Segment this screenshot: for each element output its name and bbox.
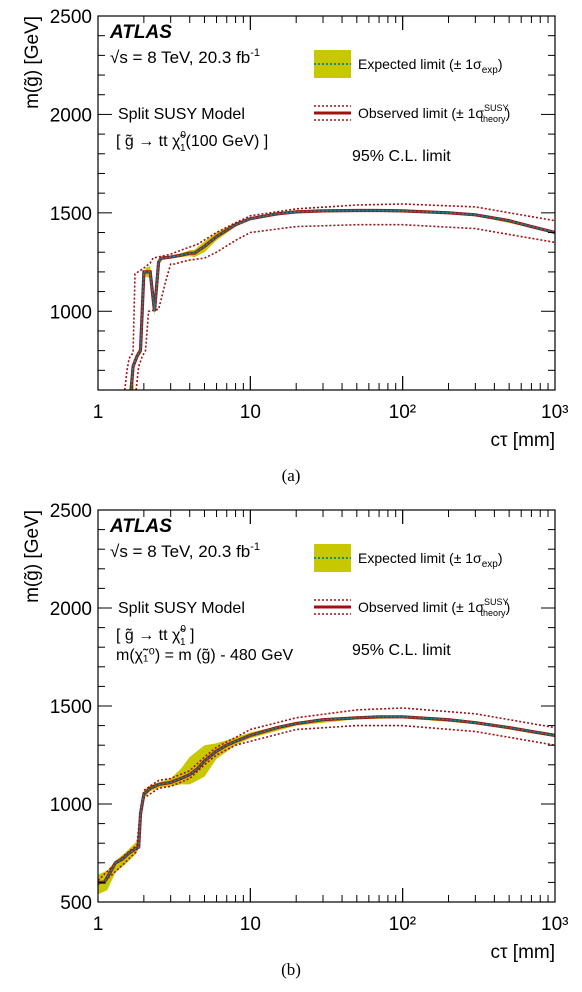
- decay-text: [ g̃ → tt χ̃: [116, 627, 186, 644]
- legend-expected-sub: exp: [482, 559, 499, 570]
- energy-text: √s = 8 TeV, 20.3 fb: [110, 48, 250, 67]
- plot-frame: [97, 15, 556, 391]
- legend-expected-text: Expected limit (± 1σ: [358, 56, 482, 72]
- legend: Expected limit (± 1σexp)Observed limit (…: [314, 50, 510, 124]
- observed-lower-line: [135, 223, 555, 390]
- x-tick-label: 1: [93, 914, 104, 935]
- decay-sub: 1: [180, 637, 186, 648]
- x-tick-label: 10³: [541, 402, 568, 423]
- legend-observed-label: Observed limit (± 1σSUSY theory): [358, 597, 510, 618]
- legend-observed-text: Observed limit (± 1σ: [358, 105, 484, 121]
- y-tick-label: 2000: [50, 599, 92, 620]
- decay-sup: 0: [180, 130, 186, 141]
- y-axis-label: m(g̃) [GeV]: [22, 16, 43, 109]
- legend-observed-sub: theory: [481, 114, 507, 124]
- plot-area: [124, 203, 555, 390]
- observed-lower-line: [98, 724, 555, 886]
- y-tick-label: 1500: [50, 697, 92, 718]
- legend-expected-sub: exp: [482, 65, 499, 76]
- legend-close-paren: ): [498, 550, 503, 566]
- cl-label: 95% C.L. limit: [352, 642, 451, 659]
- decay-tail: ]: [186, 627, 195, 644]
- legend-observed-sup: SUSY: [484, 597, 509, 607]
- decay-tail: (100 GeV) ]: [186, 133, 269, 150]
- model-label: Split SUSY Model: [118, 106, 245, 123]
- mass-relation-label: m(χ̃₁⁰) = m (g̃) - 480 GeV: [116, 647, 293, 664]
- observed-line-core: [98, 716, 555, 884]
- legend-close-paren: ): [506, 105, 511, 121]
- expected-line: [130, 209, 555, 390]
- decay-label: [ g̃ → tt χ̃0 1(100 GeV) ]: [116, 130, 268, 154]
- experiment-label: ATLAS: [109, 22, 172, 43]
- x-tick-label: 10²: [389, 402, 416, 423]
- decay-sup: 0: [180, 624, 186, 635]
- energy-sup: -1: [250, 541, 260, 553]
- expected-band: [129, 209, 555, 390]
- model-label: Split SUSY Model: [118, 600, 245, 617]
- observed-line: [129, 208, 555, 390]
- decay-text: [ g̃ → tt χ̃: [116, 133, 186, 150]
- y-tick-label: 1500: [50, 204, 92, 225]
- energy-text: √s = 8 TeV, 20.3 fb: [110, 542, 250, 561]
- x-tick-label: 1: [93, 402, 104, 423]
- legend-expected-label: Expected limit (± 1σexp): [358, 56, 503, 76]
- y-axis-label: m(g̃) [GeV]: [22, 510, 43, 603]
- legend-expected-band-swatch: [314, 544, 351, 572]
- y-tick-label: 1000: [50, 302, 92, 323]
- caption-panel-b: (b): [281, 960, 301, 979]
- y-tick-label: 2500: [50, 501, 92, 522]
- legend-observed-label: Observed limit (± 1σSUSY theory): [358, 103, 510, 124]
- experiment-label: ATLAS: [109, 516, 172, 537]
- decay-sub: 1: [180, 143, 186, 154]
- x-tick-label: 10³: [541, 914, 568, 935]
- energy-label: √s = 8 TeV, 20.3 fb-1: [110, 541, 260, 561]
- legend-expected-text: Expected limit (± 1σ: [358, 550, 482, 566]
- observed-line-core: [130, 209, 555, 390]
- observed-line: [98, 715, 555, 885]
- x-axis-label: cτ [mm]: [491, 942, 556, 963]
- legend: Expected limit (± 1σexp)Observed limit (…: [314, 544, 510, 618]
- x-axis-label: cτ [mm]: [491, 430, 556, 451]
- y-tick-label: 2500: [50, 7, 92, 28]
- legend-close-paren: ): [506, 599, 511, 615]
- y-tick-label: 500: [60, 893, 92, 914]
- energy-sup: -1: [250, 47, 260, 59]
- observed-upper-line: [98, 707, 555, 881]
- legend-observed-text: Observed limit (± 1σ: [358, 599, 484, 615]
- energy-label: √s = 8 TeV, 20.3 fb-1: [110, 47, 260, 67]
- y-tick-label: 2000: [50, 105, 92, 126]
- x-tick-label: 10: [240, 914, 261, 935]
- expected-band: [98, 715, 555, 895]
- legend-observed-sub: theory: [481, 608, 507, 618]
- expected-line: [98, 715, 555, 884]
- legend-close-paren: ): [498, 56, 503, 72]
- decay-label: [ g̃ → tt χ̃0 1 ]: [116, 624, 194, 648]
- legend-expected-label: Expected limit (± 1σexp): [358, 550, 503, 570]
- y-tick-label: 1000: [50, 795, 92, 816]
- caption-panel-a: (a): [281, 466, 301, 485]
- cl-label: 95% C.L. limit: [352, 148, 451, 165]
- x-tick-label: 10²: [389, 914, 416, 935]
- plot-area: [98, 707, 555, 895]
- legend-observed-sup: SUSY: [484, 103, 509, 113]
- legend-expected-band-swatch: [314, 50, 351, 78]
- x-tick-label: 10: [240, 402, 261, 423]
